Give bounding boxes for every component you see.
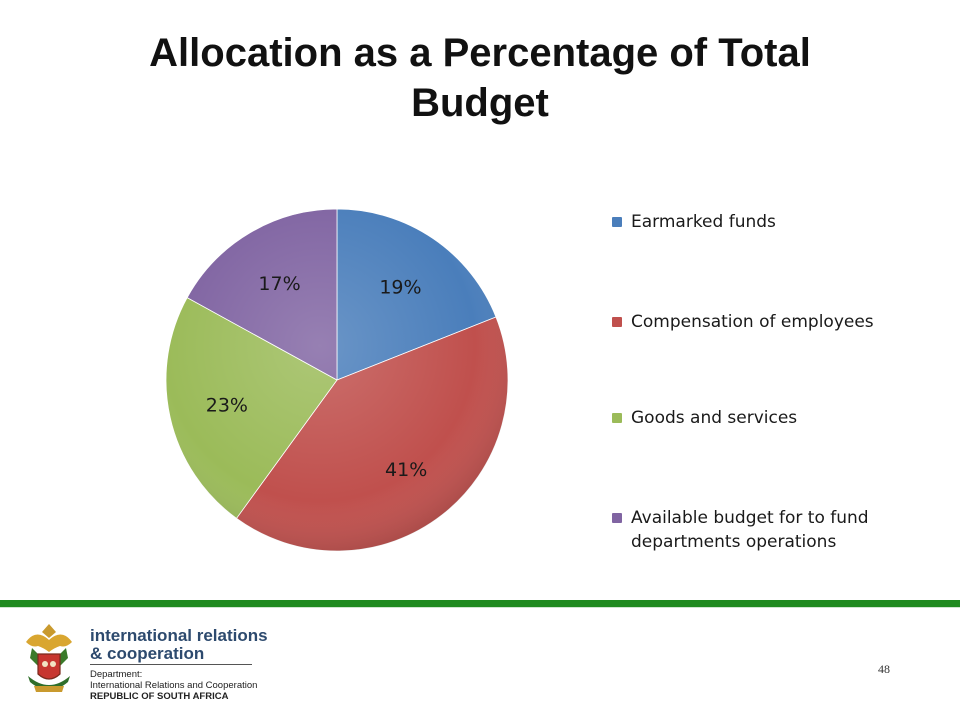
department-name: International Relations and Cooperation [90,680,258,691]
slice-data-label: 19% [379,277,421,299]
department-label: Department: [90,669,143,680]
coat-of-arms-icon [26,624,72,692]
slice-data-label: 41% [385,459,427,481]
legend-swatch [612,217,622,227]
footer-branding: international relations & cooperation De… [18,618,298,708]
page-number: 48 [878,662,890,676]
footer-thin-rule [0,607,960,608]
brand-divider [90,664,252,665]
legend-label: Goods and services [631,408,798,428]
legend-swatch [612,317,622,327]
legend-swatch [612,413,622,423]
brand-name-line-1: international relations [90,626,268,645]
legend-label: Earmarked funds [631,212,776,232]
chart-title: Allocation as a Percentage of Total Budg… [149,31,811,125]
legend-label: Available budget for to fund departments… [631,508,869,552]
legend-swatch [612,513,622,523]
legend-label: Compensation of employees [631,312,874,332]
footer-green-rule [0,600,960,607]
country-name: REPUBLIC OF SOUTH AFRICA [90,691,229,702]
slice-data-label: 17% [258,273,300,295]
slice-data-label: 23% [206,395,248,417]
brand-name-line-2: & cooperation [90,644,205,663]
